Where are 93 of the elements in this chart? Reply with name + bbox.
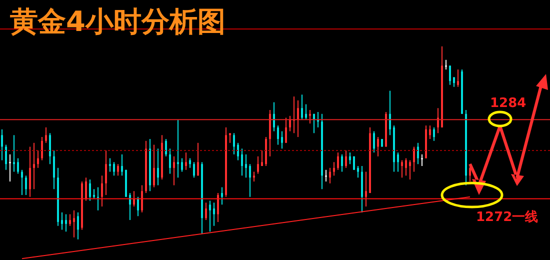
candlestick [205,202,207,221]
candlestick [141,184,143,213]
candlestick [285,117,287,144]
candlestick [233,132,235,155]
candlestick [185,152,187,170]
candlestick [257,156,259,174]
candlestick [213,202,215,226]
candlestick [1,128,3,161]
candlestick [193,162,195,178]
candlestick [69,214,71,226]
candlestick [189,158,191,168]
candlestick [237,142,239,161]
candlestick [209,200,211,232]
candlestick [117,164,119,176]
candlestick [217,192,219,222]
candlestick [61,212,63,230]
candlestick [169,148,171,174]
candlestick [333,162,335,176]
candlestick [37,150,39,168]
candlestick [13,134,15,172]
candlestick [341,154,343,172]
candlestick [109,158,111,172]
candlestick [349,152,351,165]
candlestick [73,210,75,238]
candlestick [457,68,459,88]
candlestick [85,177,87,202]
candlestick [445,59,447,70]
candlestick [249,164,251,198]
candlestick [301,94,303,120]
candlestick [297,100,299,138]
candlestick [229,132,231,144]
candlestick [89,179,91,202]
candlestick [137,196,139,217]
candlestick [273,102,275,132]
candlestick [417,142,419,165]
candlestick [101,175,103,208]
candlestick [421,154,423,166]
candlestick [281,130,283,150]
candlestick [377,136,379,157]
candlestick [25,175,27,196]
candlestick [105,150,107,196]
candlestick [65,214,67,232]
candlestick [357,166,359,178]
candlestick [437,108,439,134]
candlestick [397,152,399,172]
candlestick [365,171,367,208]
candlestick [245,154,247,178]
candlestick [93,188,95,200]
candlestick [5,144,7,170]
candlestick [409,160,411,180]
candlestick [45,126,47,144]
candlestick [157,148,159,186]
candlestick [413,146,415,172]
candlestick [277,124,279,146]
candlestick [289,115,291,132]
candlestick [97,186,99,211]
text: 1284 [490,96,526,111]
candlestick [197,142,199,176]
candlestick [53,150,55,190]
candlestick [261,150,263,166]
candlestick [401,160,403,178]
candlestick [165,138,167,157]
candlestick [389,90,391,136]
candlestick [33,142,35,190]
text: 1272一线 [476,209,538,226]
candlestick [153,144,155,188]
candlestick [337,152,339,170]
candlestick [173,156,175,186]
candlestick [29,146,31,198]
candlestick [41,136,43,161]
candlestick [21,169,23,196]
candlestick [329,167,331,184]
candlestick [77,212,79,240]
candlestick [181,158,183,172]
candlestick [17,158,19,174]
candlestick [113,162,115,176]
candlestick [49,132,51,165]
candlestick [449,65,451,86]
candlestick [241,148,243,176]
candlestick [121,154,123,176]
candlestick [9,154,11,182]
candlestick [177,119,179,178]
candlestick [433,126,435,142]
candlestick [373,130,375,153]
candlestick [405,158,407,176]
candlestick [221,186,223,206]
candlestick [253,171,255,182]
candlestick [453,76,455,88]
candlestick [325,169,327,182]
candlestick [345,150,347,168]
candlestick [309,110,311,124]
candlestick [429,124,431,140]
candlestick [305,104,307,120]
